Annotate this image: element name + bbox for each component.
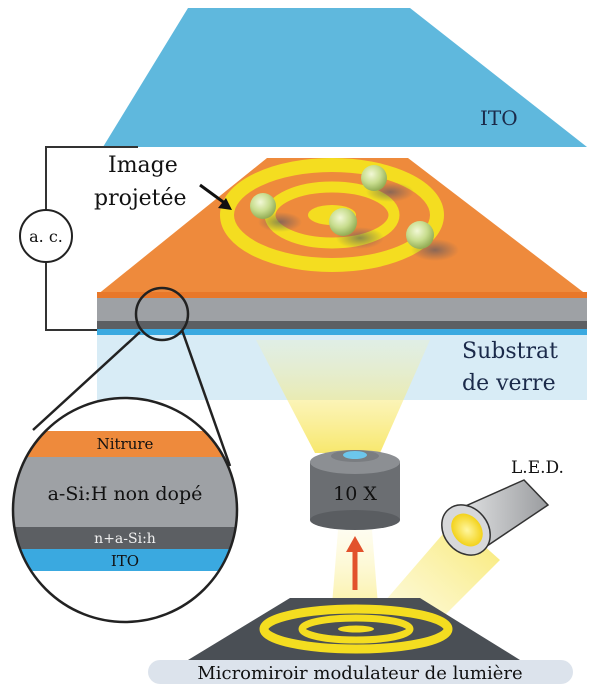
dmd-device: [188, 598, 520, 660]
dmd-label-background: [148, 660, 573, 684]
zoom-region-marker: [134, 286, 190, 342]
asi-layer: [97, 297, 587, 321]
led-lamp: [441, 479, 550, 556]
substrate-label-line1: Substrat: [462, 339, 558, 364]
bead: [250, 193, 276, 219]
inset-nitride: [13, 431, 237, 457]
particle-beads: [250, 165, 459, 261]
projected-image-label-line2: projetée: [94, 186, 187, 211]
inset-layer-ito: ITO: [111, 552, 139, 570]
inset-layer-nasi: n+a-Si:h: [94, 531, 156, 547]
inset-asi: [13, 457, 237, 527]
bead: [361, 165, 387, 191]
nitride-edge: [97, 292, 587, 298]
projected-image-arrowhead: [218, 198, 232, 210]
led-label: L.E.D.: [511, 458, 564, 478]
dmd-label: Micromiroir modulateur de lumière: [197, 663, 522, 684]
n-asi-layer: [97, 320, 587, 329]
top-ito-label: ITO: [480, 106, 518, 130]
inset-border: [11, 396, 239, 624]
ac-circuit-wires: [45, 146, 138, 331]
projected-image-arrow: [199, 183, 227, 206]
projected-image-label-line1: Image: [108, 153, 178, 178]
top-ito-electrode: [103, 8, 587, 147]
bottom-ito-strip: [97, 328, 587, 335]
light-beam-objective: [256, 340, 430, 453]
substrate-label-line2: de verre: [462, 371, 556, 396]
inset-nasi: [13, 527, 237, 549]
objective-label: 10 X: [333, 483, 377, 505]
inset-layer-asi: a-Si:H non dopé: [48, 483, 203, 505]
bead: [406, 221, 434, 249]
layer-stack-inset: [13, 398, 237, 622]
red-arrow-head: [346, 536, 364, 552]
ac-source-label: a. c.: [29, 227, 63, 246]
zoom-connector-lines: [32, 329, 232, 467]
inset-layer-nitride: Nitrure: [97, 435, 154, 453]
ac-source: [19, 209, 73, 263]
inset-ito: [13, 549, 237, 571]
objective-lens: [310, 450, 400, 530]
bead: [329, 208, 357, 236]
